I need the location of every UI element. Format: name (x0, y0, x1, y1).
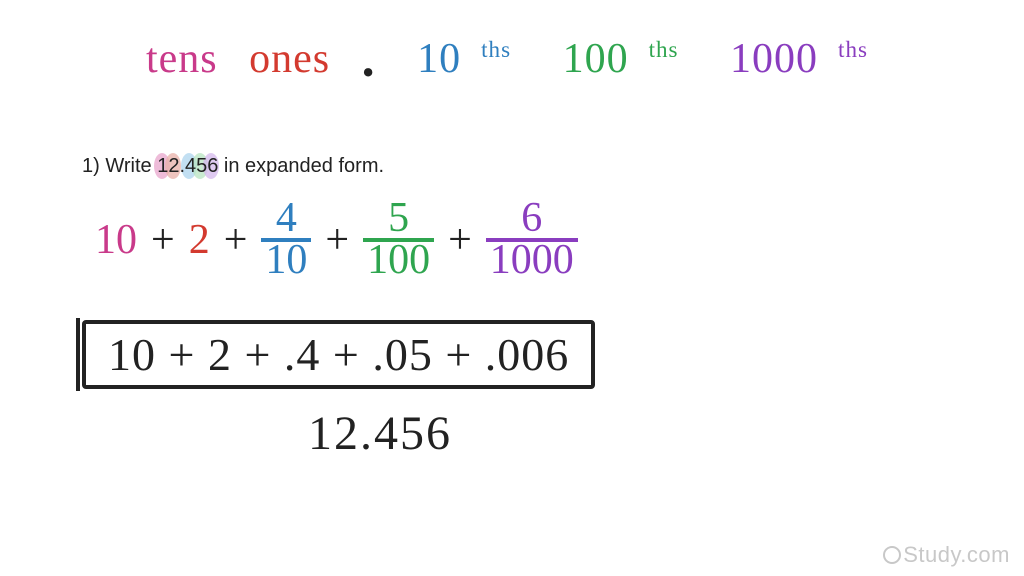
pv-tenths: 10 ths (407, 35, 521, 83)
denominator: 10 (261, 242, 311, 280)
term-thousandths: 6 1000 (486, 200, 578, 280)
plus-icon: + (151, 216, 175, 264)
plus-icon: + (224, 216, 248, 264)
expanded-form-fractions: 10+2+410+5100+61000 (95, 200, 578, 280)
pv-thou-base: 1000 (730, 35, 818, 83)
plus-icon: + (325, 216, 349, 264)
denominator: 100 (363, 242, 434, 280)
watermark-text: Study.com (903, 542, 1010, 567)
question-prefix: 1) Write (82, 155, 157, 177)
pv-thousandths: 1000 ths (720, 35, 878, 83)
decimal-point-icon: . (362, 30, 376, 89)
result-value: 12.456 (0, 406, 760, 461)
term-ones: 2 (189, 219, 210, 261)
pv-tenths-sup: ths (481, 36, 511, 63)
pv-tenths-base: 10 (417, 35, 461, 83)
numerator: 5 (384, 200, 413, 238)
pv-hund-base: 100 (563, 35, 629, 83)
numerator: 6 (517, 200, 546, 238)
question-suffix: in expanded form. (218, 155, 384, 177)
place-value-header: tens ones . 10 ths 100 ths 1000 ths (0, 30, 1024, 89)
question-number-text: 12.456 (157, 155, 218, 177)
pv-ones: ones (249, 35, 330, 83)
term-tens: 10 (95, 219, 137, 261)
numerator: 4 (272, 200, 301, 238)
pv-thou-sup: ths (838, 36, 868, 63)
pv-hundredths: 100 ths (553, 35, 689, 83)
pv-tens: tens (146, 35, 218, 83)
plus-icon: + (448, 216, 472, 264)
question-text: 1) Write 12.456 in expanded form. (82, 155, 384, 178)
denominator: 1000 (486, 242, 578, 280)
term-tenths: 410 (261, 200, 311, 280)
term-hundredths: 5100 (363, 200, 434, 280)
question-number: 12.456 (157, 155, 218, 178)
expanded-form-decimals: 10 + 2 + .4 + .05 + .006 (82, 320, 595, 389)
watermark: Study.com (883, 542, 1010, 568)
pv-hund-sup: ths (649, 36, 679, 63)
whiteboard: { "colors": { "tens": "#c93a8a", "ones":… (0, 0, 1024, 576)
globe-icon (883, 546, 901, 564)
